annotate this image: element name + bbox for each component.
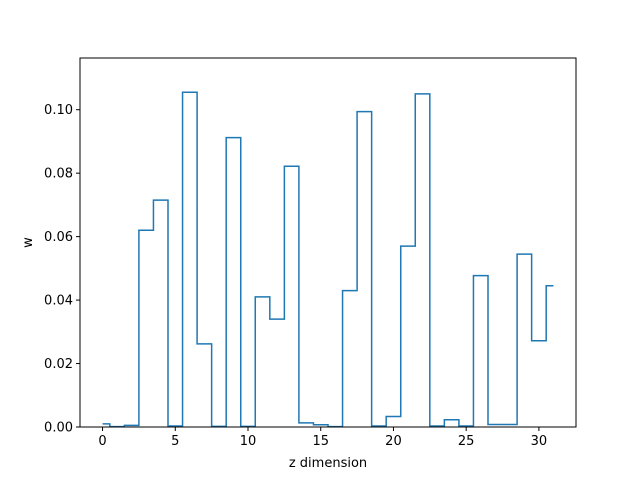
x-tick-label: 0 — [98, 434, 106, 449]
x-tick-label: 10 — [240, 434, 257, 449]
y-axis: 0.00 0.02 0.04 0.06 0.08 0.10 — [44, 103, 80, 436]
y-tick-label: 0.08 — [44, 167, 73, 182]
x-tick-label: 30 — [531, 434, 548, 449]
y-axis-label: w — [21, 237, 36, 248]
y-tick-label: 0.04 — [44, 294, 73, 309]
x-tick-label: 25 — [458, 434, 475, 449]
y-tick-label: 0.02 — [44, 357, 73, 372]
x-tick-label: 5 — [171, 434, 179, 449]
x-tick-label: 20 — [385, 434, 402, 449]
x-tick-label: 15 — [312, 434, 329, 449]
y-tick-label: 0.10 — [44, 103, 73, 118]
plot-area — [102, 91, 554, 428]
x-axis-label: z dimension — [289, 456, 367, 471]
series-line-0 — [102, 91, 554, 428]
axes-frame — [79, 57, 577, 428]
x-axis: 0 5 10 15 20 25 30 — [98, 427, 547, 449]
y-tick-label: 0.00 — [44, 421, 73, 436]
y-tick-label: 0.06 — [44, 230, 73, 245]
